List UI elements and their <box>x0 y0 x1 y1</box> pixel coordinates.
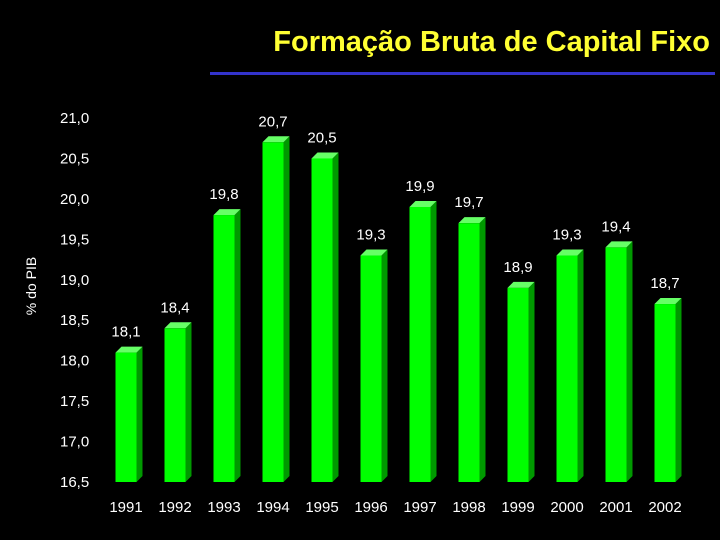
x-tick-label: 1991 <box>109 499 142 516</box>
bar-side <box>381 249 388 482</box>
data-label: 18,1 <box>111 324 140 341</box>
data-label: 18,4 <box>160 299 189 316</box>
data-label: 20,7 <box>258 113 287 130</box>
data-label: 19,4 <box>601 218 630 235</box>
bar-side <box>283 136 290 482</box>
data-label: 19,3 <box>552 227 581 244</box>
y-axis-label: % do PIB <box>23 257 39 315</box>
bar-top <box>605 241 633 248</box>
title-underline <box>210 72 715 75</box>
y-tick-label: 16,5 <box>60 474 89 491</box>
y-tick-label: 17,5 <box>60 393 89 410</box>
y-tick-label: 18,5 <box>60 312 89 329</box>
y-tick-label: 19,0 <box>60 272 89 289</box>
x-tick-label: 1998 <box>452 499 485 516</box>
x-tick-label: 1997 <box>403 499 436 516</box>
y-tick-label: 20,0 <box>60 191 89 208</box>
bar-top <box>360 249 388 256</box>
data-label: 20,5 <box>307 129 336 146</box>
bar-side <box>479 217 486 482</box>
bar-top <box>507 281 535 288</box>
bar-side <box>430 200 437 482</box>
data-label: 18,7 <box>650 275 679 292</box>
data-label: 19,9 <box>405 178 434 195</box>
bar <box>360 255 382 482</box>
x-tick-label: 1999 <box>501 499 534 516</box>
bar-top <box>115 346 143 353</box>
y-tick-label: 20,5 <box>60 150 89 167</box>
data-label: 19,7 <box>454 194 483 211</box>
bar <box>556 255 578 482</box>
x-tick-label: 1993 <box>207 499 240 516</box>
bar-side <box>185 322 192 482</box>
chart-title: Formação Bruta de Capital Fixo <box>273 26 710 58</box>
x-tick-label: 2002 <box>648 499 681 516</box>
x-tick-label: 1992 <box>158 499 191 516</box>
bar <box>507 287 529 482</box>
bar-top <box>556 249 584 256</box>
x-tick-label: 1995 <box>305 499 338 516</box>
y-tick-label: 18,0 <box>60 353 89 370</box>
bar <box>213 215 235 483</box>
x-tick-label: 1994 <box>256 499 289 516</box>
bar <box>654 304 676 482</box>
x-tick-label: 1996 <box>354 499 387 516</box>
bar <box>262 142 284 482</box>
x-tick-label: 2000 <box>550 499 583 516</box>
data-label: 19,3 <box>356 227 385 244</box>
bar-side <box>136 346 143 482</box>
bar-top <box>654 298 682 305</box>
bar-top <box>262 136 290 143</box>
bar-top <box>458 217 486 224</box>
data-label: 19,8 <box>209 186 238 203</box>
bar-side <box>675 298 682 482</box>
bar-side <box>528 281 535 482</box>
bar <box>605 247 627 482</box>
bar <box>409 206 431 482</box>
bar-side <box>626 241 633 482</box>
x-tick-label: 2001 <box>599 499 632 516</box>
bar <box>311 158 333 482</box>
bar <box>164 328 186 482</box>
bar <box>458 223 480 482</box>
bar-top <box>164 322 192 329</box>
bar-top <box>409 200 437 207</box>
y-tick-label: 19,5 <box>60 231 89 248</box>
y-tick-label: 21,0 <box>60 110 89 127</box>
bar <box>115 352 137 482</box>
y-tick-label: 17,0 <box>60 434 89 451</box>
bar-side <box>577 249 584 482</box>
bar-side <box>234 209 241 483</box>
data-label: 18,9 <box>503 259 532 276</box>
bar-side <box>332 152 339 482</box>
bar-top <box>213 209 241 216</box>
bar-top <box>311 152 339 159</box>
